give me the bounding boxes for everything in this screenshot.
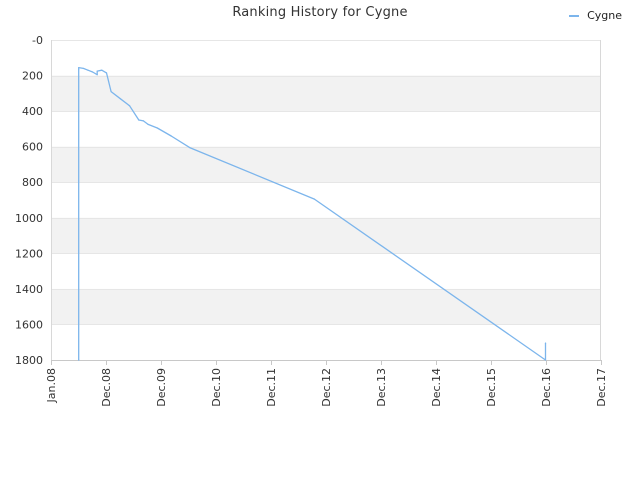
data-point [87, 69, 89, 71]
x-tick-label: Jan.08 [45, 368, 58, 403]
y-tick-label: 600 [22, 141, 43, 154]
x-tick-label: Dec.11 [265, 368, 278, 407]
x-tick-label: Dec.17 [595, 368, 608, 407]
data-point [138, 119, 140, 121]
series-line [78, 66, 547, 361]
y-tick-label: 1200 [15, 247, 43, 260]
data-point [147, 123, 149, 126]
data-point [101, 69, 103, 71]
x-tick-label: Dec.15 [485, 368, 498, 407]
x-tick-label: Dec.08 [100, 368, 113, 407]
data-point [78, 359, 80, 361]
data-point [544, 342, 547, 344]
grid-bands [51, 75, 601, 325]
data-point [170, 135, 172, 137]
data-point [128, 105, 131, 107]
y-tick-label: 1600 [15, 318, 43, 331]
grid-band [51, 146, 601, 183]
x-tick-label: Dec.09 [155, 368, 168, 407]
x-tick-label: Dec.13 [375, 368, 388, 407]
data-point [313, 198, 316, 200]
data-point [544, 359, 547, 361]
y-axis-ticks: -0 200 400 600 800 1000 1200 1400 1600 1800 [15, 34, 43, 367]
x-tick-label: Dec.14 [430, 368, 443, 407]
data-point [189, 146, 191, 149]
legend[interactable]: Cygne [569, 9, 622, 22]
grid-band [51, 288, 601, 325]
data-point [156, 127, 158, 129]
chart-title: Ranking History for Cygne [232, 5, 408, 20]
data-point [119, 98, 121, 100]
grid-lines [51, 40, 601, 361]
x-axis-ticks: Jan.08 Dec.08 Dec.09 Dec.10 Dec.11 Dec.12 Dec.… [45, 360, 608, 407]
x-tick-label: Dec.10 [210, 368, 223, 407]
y-tick-label: 400 [22, 105, 43, 118]
data-point [96, 74, 98, 76]
data-point [105, 72, 108, 74]
y-tick-label: 1800 [15, 354, 43, 367]
data-point [142, 120, 145, 122]
data-point [82, 67, 84, 70]
data-point [78, 66, 80, 69]
y-tick-label: 1400 [15, 283, 43, 296]
x-tick-label: Dec.12 [320, 368, 333, 407]
y-tick-label: 200 [22, 70, 43, 83]
data-point [78, 68, 80, 70]
series-layer [78, 66, 547, 361]
data-point [96, 70, 98, 72]
legend-label: Cygne [587, 9, 622, 22]
grid-band [51, 75, 601, 112]
y-tick-label: 800 [22, 176, 43, 189]
x-tick-label: Dec.16 [540, 368, 553, 407]
y-tick-label: 1000 [15, 212, 43, 225]
y-tick-label: -0 [32, 34, 43, 47]
legend-swatch [569, 15, 580, 17]
data-point [91, 71, 94, 73]
data-point [110, 90, 112, 93]
grid-band [51, 217, 601, 254]
